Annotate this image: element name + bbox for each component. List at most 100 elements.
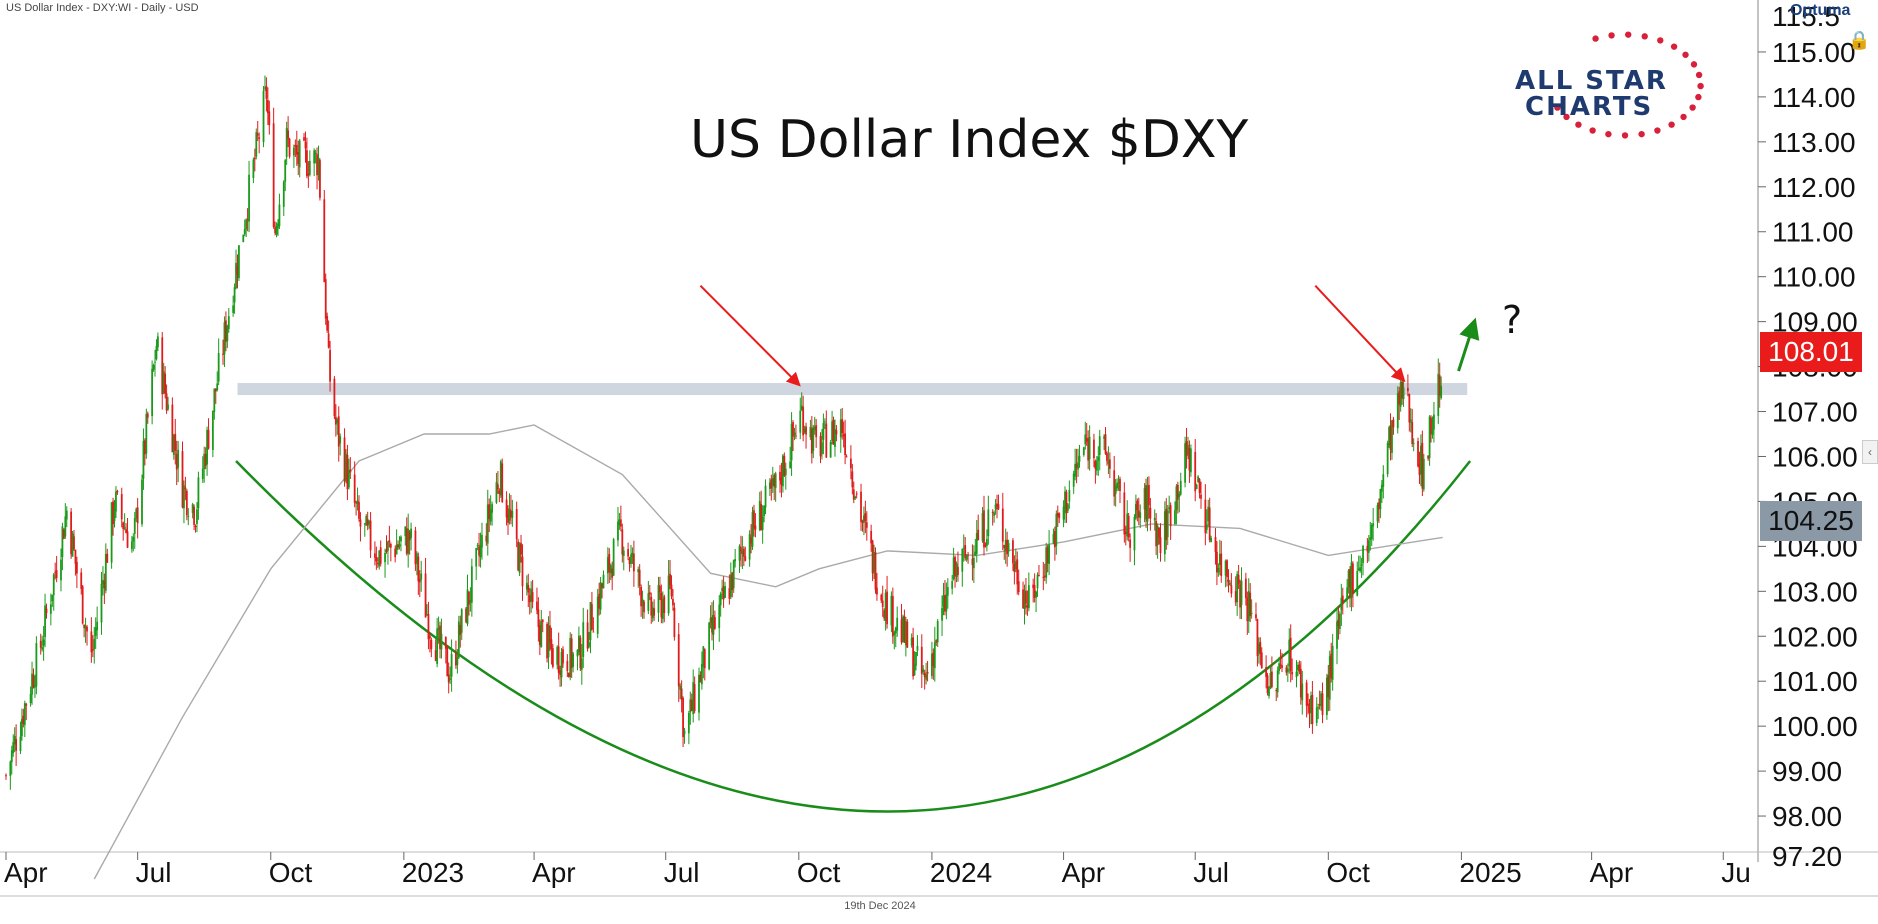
lock-icon[interactable]: 🔒 xyxy=(1848,30,1871,50)
candle-body xyxy=(1268,688,1270,697)
candle-body xyxy=(1240,580,1243,606)
candle-body xyxy=(468,591,470,605)
candle-body xyxy=(207,430,210,449)
candle-body xyxy=(172,435,175,455)
candle-body xyxy=(141,479,143,525)
candle-body xyxy=(1269,673,1272,689)
candle-body xyxy=(274,227,276,233)
candle-body xyxy=(900,619,903,643)
candle-body xyxy=(1143,487,1146,510)
candle-body xyxy=(61,526,64,558)
candle-body xyxy=(34,685,36,688)
candle-body xyxy=(562,649,564,664)
x-tick-label: Ju xyxy=(1721,857,1751,888)
candle-body xyxy=(93,639,96,650)
candle-body xyxy=(692,682,695,715)
candle-body xyxy=(469,599,472,603)
candle-body xyxy=(1148,484,1150,506)
candle-body xyxy=(855,493,858,495)
candle-body xyxy=(1388,427,1390,446)
candle-body xyxy=(1382,474,1385,487)
candle-body xyxy=(860,491,862,522)
candle-body xyxy=(434,650,437,661)
candle-body xyxy=(1042,576,1045,578)
candle-body xyxy=(1114,485,1117,495)
candle-body xyxy=(501,463,504,502)
candle-body xyxy=(1214,537,1217,553)
candle-body xyxy=(863,515,865,524)
candle-body xyxy=(1247,591,1250,621)
candle-body xyxy=(835,430,838,435)
candle-body xyxy=(622,550,625,557)
candle-body xyxy=(1207,506,1210,522)
candle-body xyxy=(799,410,802,433)
candle-body xyxy=(203,453,206,470)
candle-body xyxy=(1278,663,1281,671)
candle-body xyxy=(1095,460,1098,471)
candle-body xyxy=(49,604,52,614)
candle-body xyxy=(1325,677,1328,715)
candle-body xyxy=(510,510,512,517)
candle-body xyxy=(936,621,939,643)
candle-body xyxy=(643,601,645,613)
candle-body xyxy=(965,554,968,560)
candle-body xyxy=(711,617,713,633)
candle-body xyxy=(1276,670,1279,693)
candle-body xyxy=(246,219,249,221)
candle-body xyxy=(1085,437,1088,442)
candle-body xyxy=(1198,479,1201,494)
candle-body xyxy=(1328,656,1331,700)
candle-body xyxy=(167,404,169,410)
candle-body xyxy=(556,647,559,665)
candle-body xyxy=(1236,573,1239,602)
logo-star xyxy=(1680,113,1687,121)
candle-body xyxy=(242,234,245,242)
candle-body xyxy=(258,137,261,139)
candle-body xyxy=(1204,499,1207,533)
candle-body xyxy=(122,522,125,530)
candle-body xyxy=(356,500,359,504)
candle-body xyxy=(1372,523,1375,527)
candle-body xyxy=(546,623,548,659)
candle-body xyxy=(1003,545,1006,549)
x-tick-label: Apr xyxy=(1590,857,1634,888)
candle-body xyxy=(1307,703,1309,706)
candle-body xyxy=(35,643,38,687)
candle-body xyxy=(201,468,204,479)
candle-body xyxy=(812,427,815,451)
collapse-arrow-icon[interactable]: ‹ xyxy=(1862,440,1878,464)
candle-body xyxy=(1310,695,1312,714)
candle-body xyxy=(23,703,26,725)
candle-body xyxy=(690,699,693,711)
candle-body xyxy=(460,609,463,633)
candle-body xyxy=(319,160,321,198)
candle-body xyxy=(42,639,45,646)
candle-body xyxy=(439,625,441,649)
candle-body xyxy=(1399,382,1402,407)
candle-body xyxy=(248,174,250,222)
candle-body xyxy=(1065,491,1068,514)
candle-body xyxy=(1337,619,1340,627)
candle-body xyxy=(339,436,342,444)
candle-body xyxy=(253,157,256,160)
candle-body xyxy=(1107,461,1110,464)
candle-body xyxy=(1208,507,1211,541)
candle-body xyxy=(1185,441,1188,456)
candle-body xyxy=(266,100,269,114)
candle-body xyxy=(518,543,521,573)
candle-body xyxy=(683,730,686,735)
candle-body xyxy=(977,529,980,540)
candle-body xyxy=(346,454,349,490)
candle-body xyxy=(1386,442,1389,475)
candle-body xyxy=(1260,652,1263,669)
candle-body xyxy=(771,478,774,486)
candle-body xyxy=(1338,613,1341,629)
candle-body xyxy=(515,509,518,540)
candle-body xyxy=(102,579,104,585)
candle-body xyxy=(974,551,977,556)
candle-body xyxy=(1135,503,1137,519)
candle-body xyxy=(223,322,226,355)
y-tick-label: 112.00 xyxy=(1772,172,1856,203)
candle-body xyxy=(1136,500,1139,511)
candle-body xyxy=(611,568,614,578)
